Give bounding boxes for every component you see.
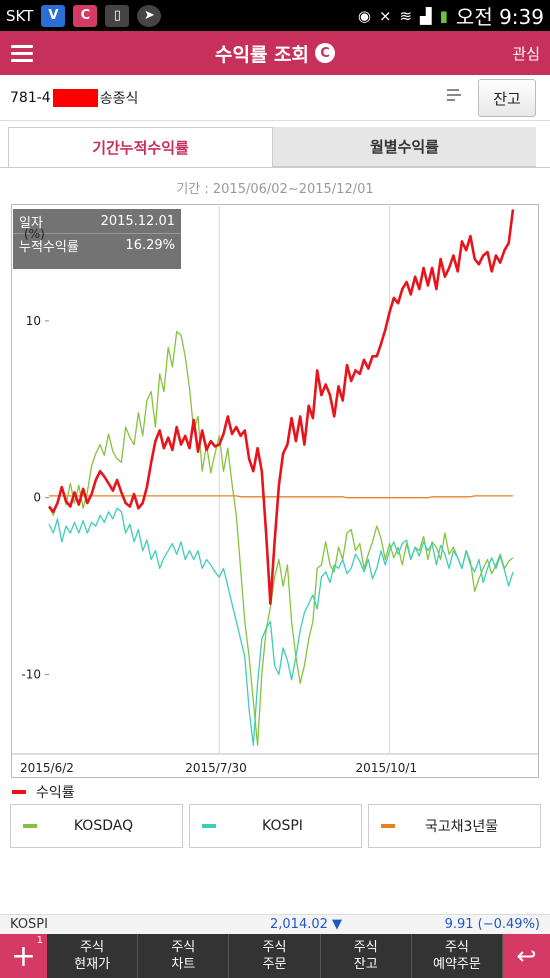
nav-stock-chart[interactable]: 주식 차트 [138,934,230,978]
nav-label-line1: 주식 [444,940,469,955]
app-header: 수익률 조회 C 관심 [0,31,550,75]
nav-stock-quote[interactable]: 주식 현재가 [47,934,139,978]
app-notification-icon: V [41,4,66,27]
nav-label-line2: 예약주문 [432,957,481,972]
benchmark-legend: KOSDAQ KOSPI 국고채3년물 [10,804,541,848]
add-menu-badge: 1 [36,935,43,946]
tooltip-return-value: 16.29% [125,238,175,253]
phone-icon: ▯ [105,4,130,27]
add-menu-button[interactable]: + 1 [0,934,47,978]
nav-stock-balance[interactable]: 주식 잔고 [321,934,412,978]
legend-treasury[interactable]: 국고채3년물 [368,804,541,848]
back-button[interactable]: ↩ [503,934,550,978]
y-tick-label: 0 [33,491,41,505]
legend-kospi-label: KOSPI [262,818,303,834]
page-title-group: 수익률 조회 C [0,40,550,67]
nav-label-line1: 주식 [80,940,105,955]
tooltip-return-label: 누적수익률 [19,240,79,255]
redacted-block [52,88,98,107]
account-holder-name: 송종식 [99,90,139,107]
legend-main: 수익률 [12,782,75,802]
y-axis-unit: (%) [24,227,45,241]
back-arrow-icon: ↩ [516,942,537,970]
carrier-label: SKT [6,6,34,25]
chart-svg: 2015/6/2 2015/7/30 2015/10/1 10 0 -10 [11,204,539,778]
interest-button[interactable]: 관심 [512,45,540,63]
chart-frame [11,204,539,778]
legend-main-label: 수익률 [36,785,75,801]
nav-label-line2: 차트 [171,957,196,972]
series-line-KOSPI [48,507,514,746]
brand-logo-icon: C [315,43,335,63]
plus-icon: + [10,938,37,974]
ticker-change: 9.91 (−0.49%) [444,917,540,932]
return-swatch [12,790,26,794]
menu-button[interactable] [0,31,44,75]
series-line-국고채3년물 [49,495,513,499]
wifi-icon: ≋ [399,6,413,25]
legend-kospi[interactable]: KOSPI [189,804,362,848]
tab-monthly-return[interactable]: 월별수익률 [273,127,536,167]
ticker-index-name: KOSPI [10,917,48,932]
ticker-price: 2,014.02 ▼ [270,917,343,932]
nav-label-line2: 주문 [262,957,287,972]
kosdaq-swatch [23,824,37,828]
account-list-icon[interactable] [447,89,465,105]
legend-kosdaq[interactable]: KOSDAQ [10,804,183,848]
x-tick-label: 2015/6/2 [20,761,74,775]
tooltip-date-value: 2015.12.01 [100,213,175,229]
x-tick-label: 2015/7/30 [185,761,247,775]
tab-divider [0,167,550,168]
period-label: 기간 : 2015/06/02~2015/12/01 [176,182,374,197]
legend-treasury-label: 국고채3년물 [424,819,499,835]
series-line-KOSDAQ [48,330,514,746]
return-chart[interactable]: 2015/6/2 2015/7/30 2015/10/1 10 0 -10 [11,204,539,778]
clock: 오전 9:39 [455,5,544,29]
signal-icon: ▟ [420,6,432,25]
series-line-수익률 [47,209,515,606]
chart-tooltip: 일자 2015.12.01 누적수익률 16.29% [13,209,181,269]
nav-stock-order[interactable]: 주식 주문 [229,934,321,978]
account-number: 781-4 [10,89,51,106]
tab-cumulative-return[interactable]: 기간누적수익률 [8,127,273,167]
kospi-swatch [202,824,216,828]
nav-stock-reserved-order[interactable]: 주식 예약주문 [412,934,504,978]
balance-button[interactable]: 잔고 [478,79,536,117]
tab-bar: 기간누적수익률 월별수익률 [8,127,536,167]
navigation-icon: ➤ [137,4,162,27]
mute-icon: ⨯ [378,6,392,25]
bottom-nav: + 1 주식 현재가 주식 차트 주식 주문 주식 잔고 주식 예약주문 ↩ [0,934,550,978]
eye-icon: ◉ [357,6,371,25]
nav-label-line2: 현재가 [74,957,111,972]
page-title: 수익률 조회 [214,43,309,66]
y-tick-label: 10 [26,314,41,328]
x-tick-label: 2015/10/1 [356,761,418,775]
c-app-notification-icon: C [73,4,98,27]
status-bar: SKT V C ▯ ➤ ◉ ⨯ ≋ ▟ ▮ 오전 9:39 [0,0,550,31]
hamburger-icon [11,44,33,48]
nav-label-line1: 주식 [353,940,378,955]
legend-kosdaq-label: KOSDAQ [73,818,134,834]
nav-label-line1: 주식 [262,940,287,955]
battery-icon: ▮ [439,6,448,25]
treasury-swatch [381,824,395,828]
market-ticker[interactable]: KOSPI 2,014.02 ▼ 9.91 (−0.49%) [0,914,550,934]
nav-label-line2: 잔고 [353,957,378,972]
account-selector[interactable]: 781-4 송종식 잔고 [0,75,550,121]
tooltip-date-label: 일자 [19,215,43,231]
y-tick-label: -10 [21,667,41,681]
nav-label-line1: 주식 [171,940,196,955]
